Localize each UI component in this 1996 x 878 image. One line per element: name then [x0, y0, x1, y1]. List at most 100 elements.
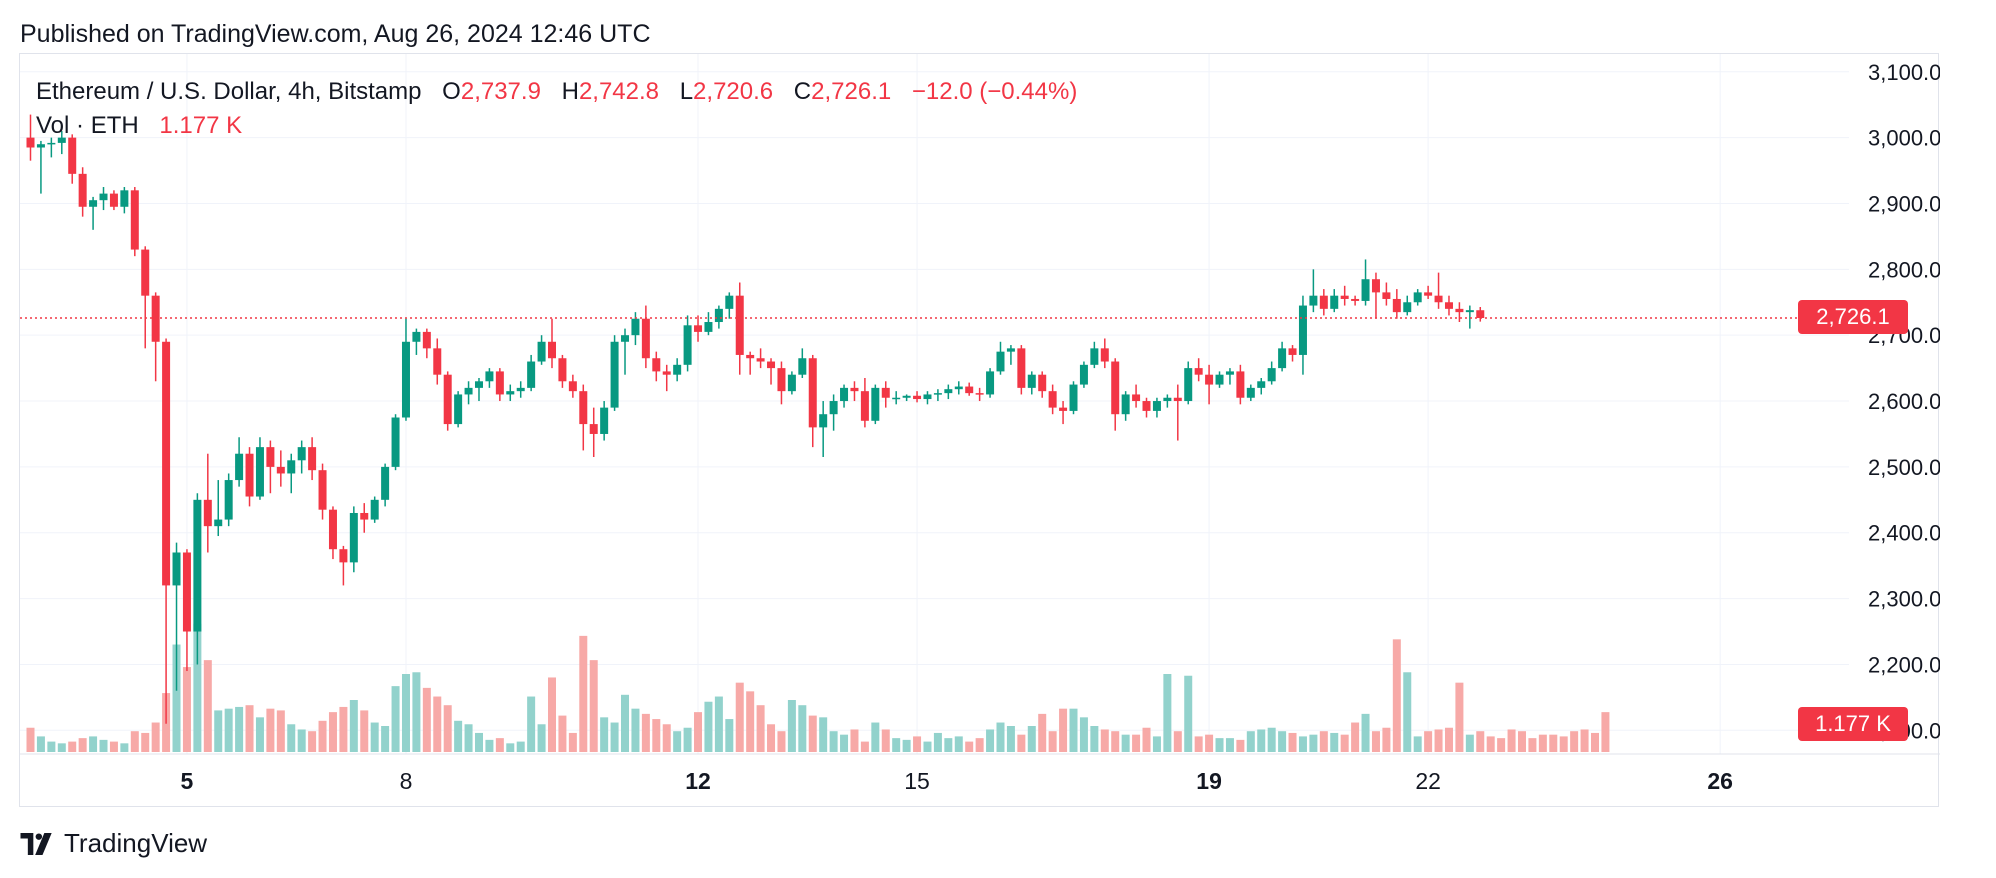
- volume-bar: [923, 741, 932, 752]
- candle-body: [1319, 295, 1328, 309]
- candle-body: [99, 193, 108, 201]
- footer-brand: TradingView: [64, 828, 208, 858]
- candle-body: [548, 341, 556, 359]
- candle-body: [558, 358, 567, 382]
- candle-body: [1079, 364, 1088, 385]
- candle-body: [631, 318, 640, 336]
- candle-body: [1205, 374, 1214, 385]
- volume-bar: [767, 724, 776, 752]
- candle-body: [1215, 374, 1224, 385]
- candle-body: [193, 499, 202, 632]
- volume-bar: [1549, 734, 1558, 752]
- volume-bar: [454, 720, 463, 752]
- volume-bar: [36, 736, 45, 752]
- volume-bar: [819, 717, 828, 752]
- volume-bar: [474, 732, 483, 752]
- volume-bar: [1340, 734, 1349, 752]
- volume-bar: [1205, 734, 1214, 752]
- candle-body: [443, 374, 452, 425]
- candle-body: [276, 466, 285, 474]
- volume-bar: [1006, 726, 1015, 752]
- volume-bar: [443, 705, 452, 752]
- volume-bar: [527, 696, 536, 752]
- volume-bar: [1465, 734, 1474, 752]
- volume-bar: [683, 727, 692, 752]
- candle-body: [1038, 374, 1047, 392]
- x-tick-label: 5: [181, 768, 194, 794]
- candle-body: [360, 512, 369, 520]
- volume-bar: [756, 705, 765, 752]
- volume-bar: [182, 667, 191, 752]
- tradingview-logo-icon: [20, 832, 52, 855]
- volume-bar: [1559, 736, 1568, 752]
- legend-row-price: Ethereum / U.S. Dollar, 4h, Bitstamp O2,…: [36, 75, 1077, 109]
- candle-body: [141, 249, 150, 296]
- candle-body: [381, 466, 390, 500]
- candle-body: [1142, 401, 1151, 411]
- volume-bar: [1538, 734, 1547, 752]
- candle-body: [1361, 279, 1370, 301]
- candle-body: [485, 371, 494, 382]
- candle-body: [1455, 308, 1464, 313]
- candle-body: [537, 341, 546, 362]
- volume-bar: [965, 741, 974, 752]
- candle-body: [1309, 295, 1318, 306]
- volume-bar: [1476, 731, 1485, 752]
- volume-bar: [1444, 727, 1453, 752]
- volume-bar: [871, 722, 880, 752]
- candle-body: [621, 335, 630, 342]
- candle-body: [57, 137, 66, 143]
- volume-bar: [1371, 731, 1380, 752]
- candle-body: [1267, 368, 1276, 382]
- volume-bar: [986, 729, 995, 752]
- candle-body: [1225, 371, 1234, 375]
- candle-body: [829, 401, 838, 415]
- candle-body: [172, 552, 181, 586]
- candle-body: [579, 391, 588, 425]
- volume-bar: [1309, 734, 1318, 752]
- volume-bar: [1507, 729, 1516, 752]
- volume-bar: [902, 739, 911, 752]
- volume-bar: [464, 724, 473, 752]
- candle-body: [798, 358, 807, 375]
- legend-high-label: H: [561, 78, 579, 105]
- volume-bar: [1517, 731, 1526, 752]
- volume-bar: [47, 741, 56, 752]
- candle-body: [78, 173, 87, 207]
- volume-bar: [1173, 731, 1182, 752]
- candle-body: [819, 414, 828, 428]
- volume-bar: [881, 729, 890, 752]
- volume-bar: [172, 644, 181, 752]
- candle-body: [975, 393, 984, 395]
- candle-body: [1100, 348, 1109, 362]
- legend-low-value: 2,720.6: [693, 78, 774, 105]
- volume-bar: [1278, 731, 1287, 752]
- candle-body: [1017, 348, 1026, 388]
- candle-body: [1184, 368, 1193, 402]
- x-tick-label: 19: [1196, 768, 1222, 794]
- x-tick-label: 22: [1415, 768, 1441, 794]
- candle-body: [1246, 387, 1255, 398]
- candle-body: [255, 447, 264, 497]
- candle-body: [328, 509, 337, 550]
- candle-body: [892, 397, 901, 400]
- candle-body: [965, 386, 974, 394]
- legend-low-label: L: [679, 78, 694, 105]
- volume-bar: [1215, 738, 1224, 752]
- x-tick-label: 15: [904, 768, 930, 794]
- volume-bar: [255, 717, 264, 752]
- volume-bar: [1382, 727, 1391, 752]
- candle-body: [412, 331, 421, 342]
- volume-bar: [954, 736, 963, 752]
- candle-body: [735, 295, 744, 355]
- x-tick-label: 12: [685, 768, 711, 794]
- volume-bar: [1048, 731, 1057, 752]
- candlestick-chart[interactable]: 3,100.03,000.02,900.02,800.02,700.02,600…: [20, 54, 1940, 808]
- volume-bar: [1027, 726, 1036, 752]
- candle-body: [1236, 371, 1245, 398]
- y-tick-label: 2,400.0: [1868, 521, 1940, 546]
- candle-body: [725, 295, 734, 309]
- candle-body: [433, 348, 442, 375]
- chart-frame[interactable]: 3,100.0 3,000.0 2,900.0 2,800.0 2,700.0 2,600…: [19, 53, 1940, 808]
- volume-bar: [412, 672, 421, 752]
